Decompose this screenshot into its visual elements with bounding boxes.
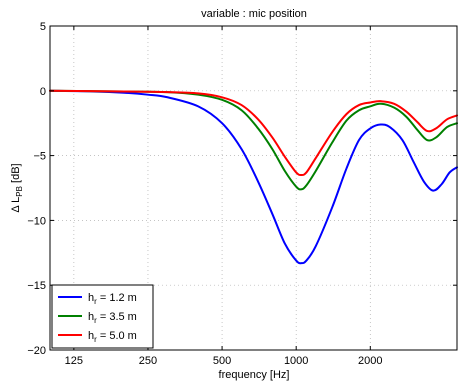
x-tick-label: 125 <box>65 355 83 367</box>
legend-entry-sub: r <box>94 297 97 306</box>
x-axis: 125 250 500 1000 2000 <box>65 26 383 367</box>
y-tick-label: −5 <box>33 151 46 163</box>
legend-entry-rest: = 5.0 m <box>97 330 137 342</box>
legend-entry-rest: = 1.2 m <box>97 292 137 304</box>
legend: hr = 1.2 mhr = 3.5 mhr = 5.0 m <box>51 284 154 349</box>
series-line-3 <box>49 89 458 177</box>
x-tick-label: 1000 <box>284 355 308 367</box>
legend-entry-3: hr = 5.0 m <box>88 330 137 344</box>
y-axis-label: Δ LPB [dB] <box>10 163 24 212</box>
y-axis: 5 0 −5 −10 −15 −20 <box>27 21 457 357</box>
x-tick-label: 500 <box>213 355 231 367</box>
legend-box <box>51 284 154 349</box>
series-layer <box>49 89 458 265</box>
x-tick-label: 2000 <box>358 355 382 367</box>
y-tick-label: −15 <box>27 280 46 292</box>
series-line-2 <box>49 89 458 191</box>
legend-entry-sub: r <box>94 335 97 344</box>
legend-entry-rest: = 3.5 m <box>97 311 137 323</box>
legend-entry-main: h <box>88 292 94 304</box>
legend-entry-sub: r <box>94 316 97 325</box>
y-tick-label: −10 <box>27 215 46 227</box>
y-axis-label-unit: [dB] <box>10 163 22 186</box>
legend-entry-1: hr = 1.2 m <box>88 292 137 306</box>
y-tick-label: −20 <box>27 345 46 357</box>
legend-entry-main: h <box>88 311 94 323</box>
x-tick-label: 250 <box>139 355 157 367</box>
x-axis-label: frequency [Hz] <box>219 369 290 381</box>
plot-frame <box>49 25 458 351</box>
y-tick-label: 5 <box>40 21 46 33</box>
legend-entry-main: h <box>88 330 94 342</box>
y-tick-label: 0 <box>40 86 46 98</box>
series-line-1 <box>49 89 458 265</box>
y-axis-label-main: Δ L <box>10 197 22 213</box>
y-axis-label-sub: PB <box>15 186 24 197</box>
chart-title: variable : mic position <box>201 8 307 20</box>
legend-entry-2: hr = 3.5 m <box>88 311 137 325</box>
